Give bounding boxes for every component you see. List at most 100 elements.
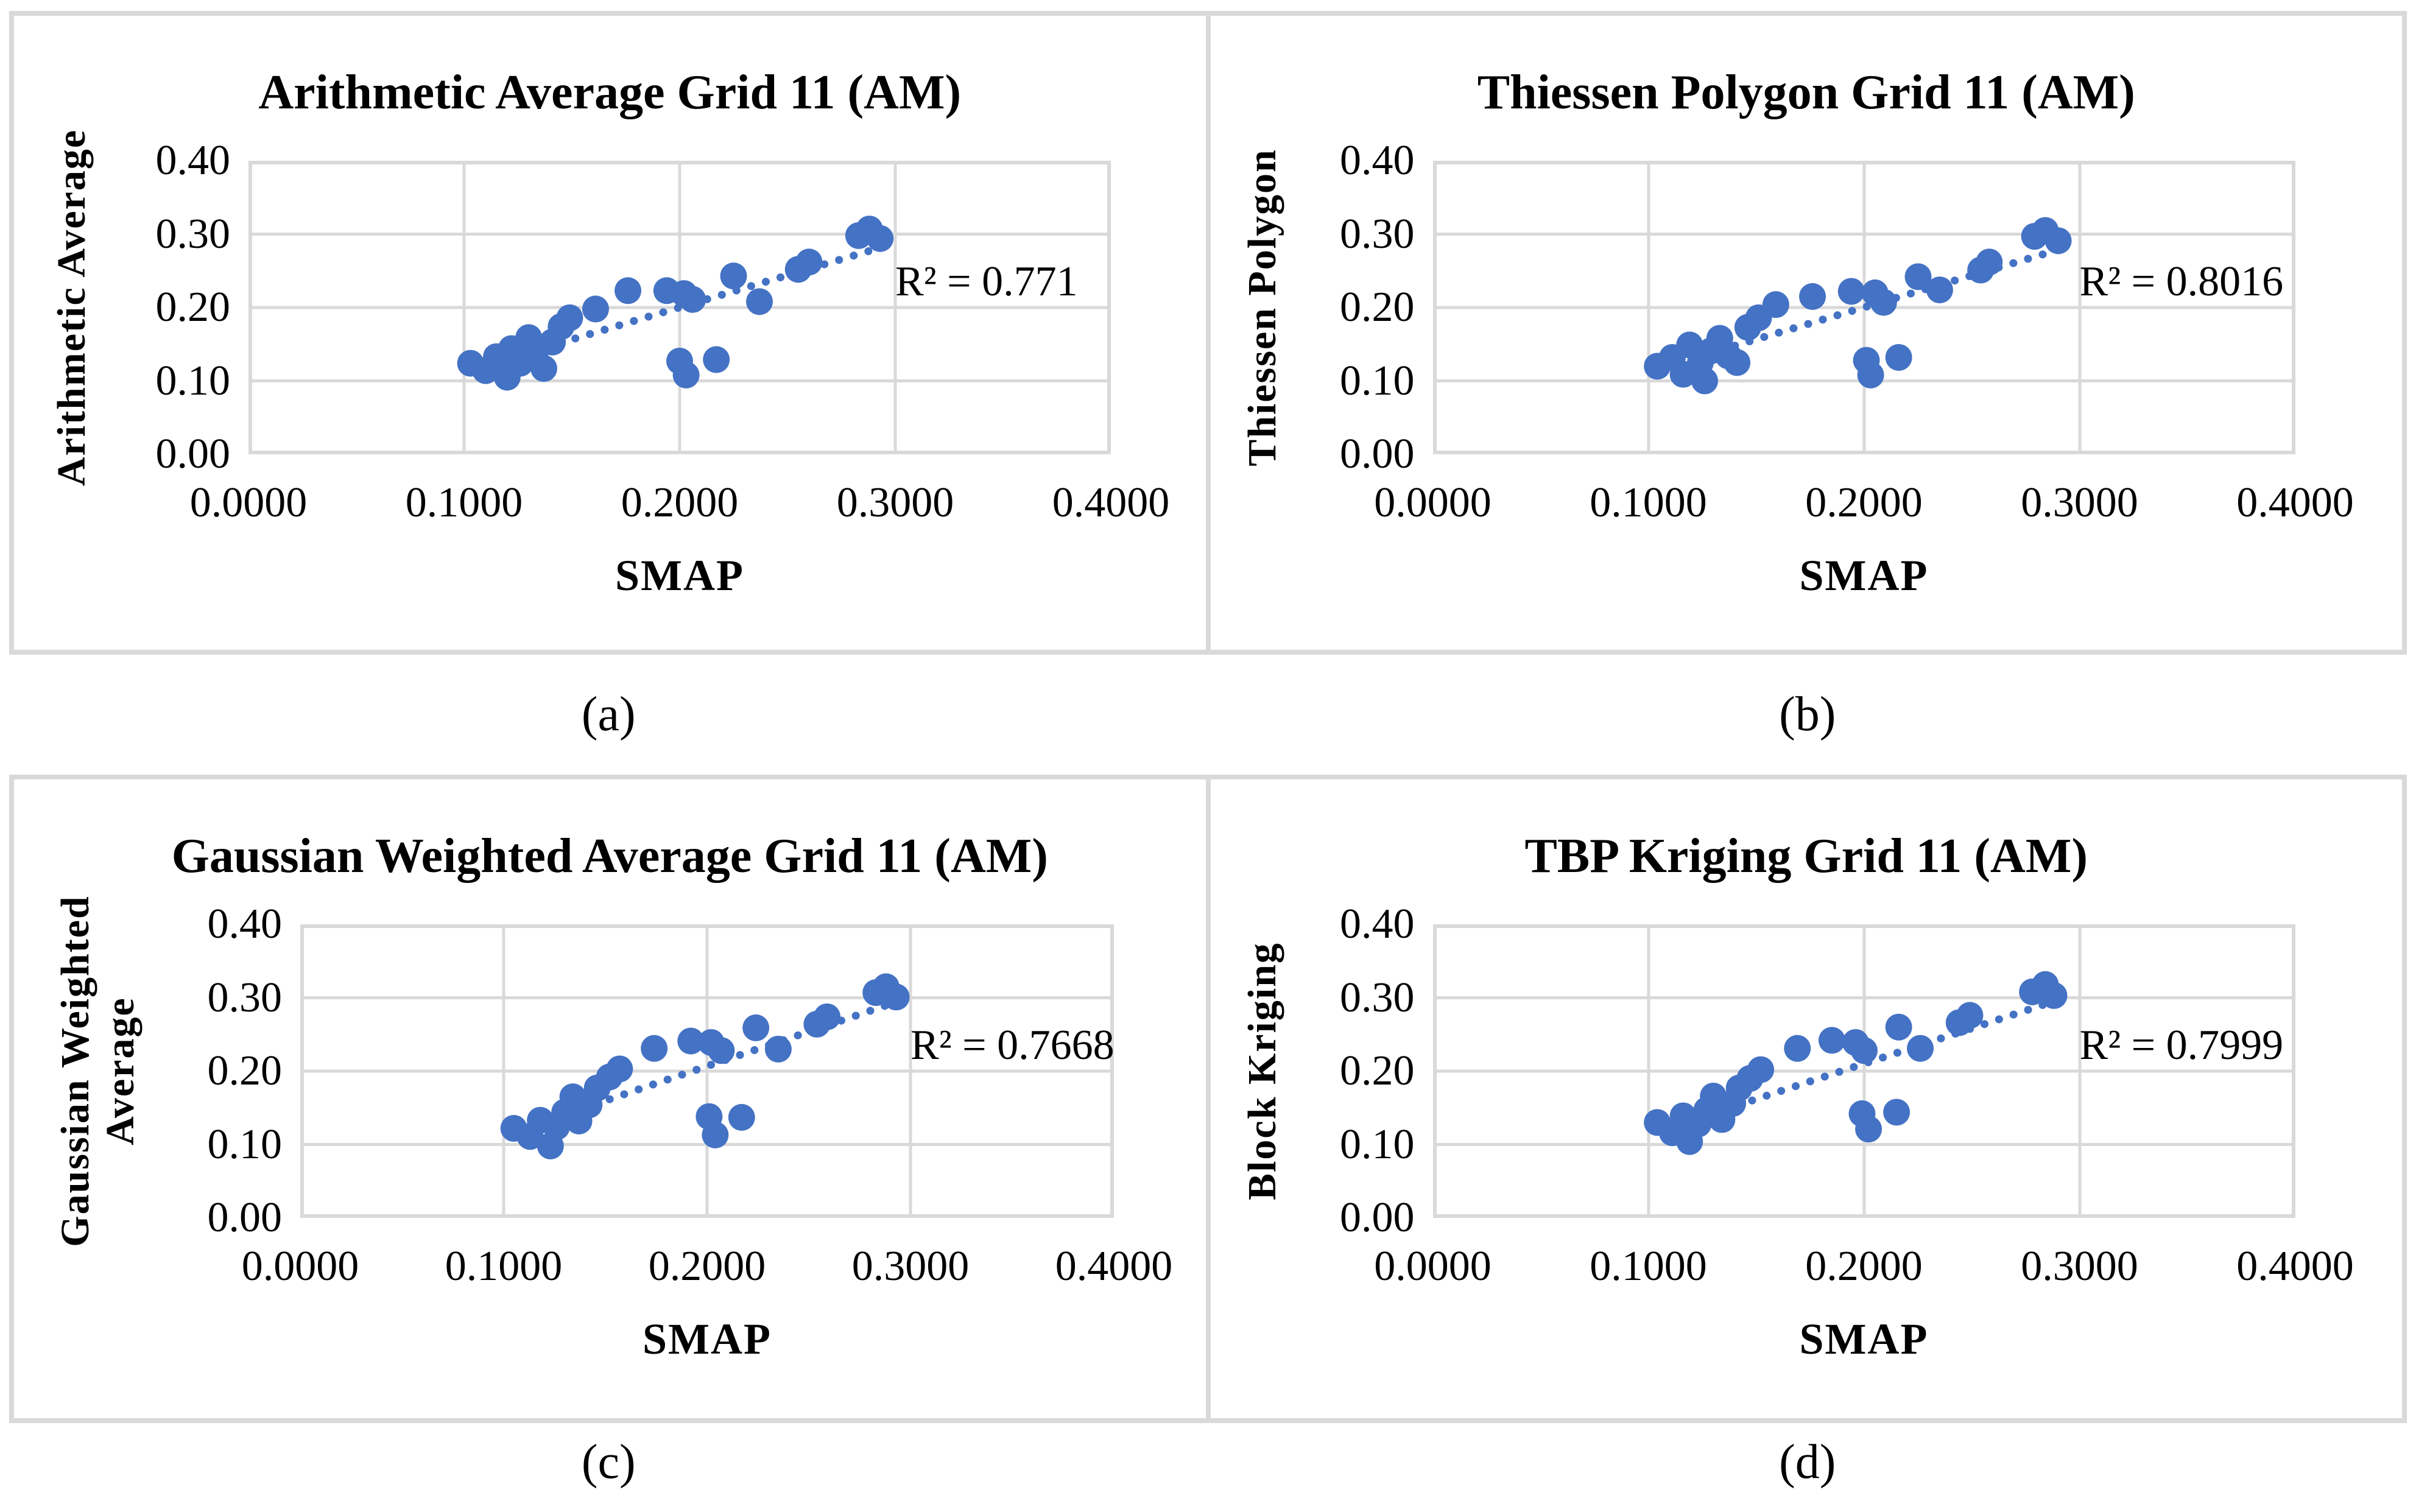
x-tick-label: 0.1000 [1590,479,1707,526]
scatter-point [720,262,747,290]
chart-title: TBP Kriging Grid 11 (AM) [1524,829,2088,883]
y-axis-title: Arithmetic Average [49,128,94,487]
y-tick-labels: 0.40 0.30 0.20 0.10 0.00 [1314,901,1433,1241]
y-tick-label: 0.40 [1340,137,1415,184]
scatter-point [2040,982,2068,1009]
y-axis-title: Gaussian Weighted Average [52,895,143,1247]
scatter-point [1857,361,1884,389]
plot-area: R² = 0.771 [248,161,1111,454]
y-tick-label: 0.10 [1340,1120,1415,1168]
x-tick-label: 0.3000 [851,1243,970,1290]
plot-area: R² = 0.8016 [1432,161,2295,454]
x-tick-label: 0.1000 [405,479,523,526]
scatter-point [1747,1056,1774,1083]
scatter-point [1837,278,1865,305]
scatter-point [703,346,730,373]
x-axis-title: SMAP [1799,551,1929,600]
scatter-point [556,304,583,331]
scatter-plot-svg [300,924,1114,1218]
chart-title: Arithmetic Average Grid 11 (AM) [258,66,962,119]
x-tick-label: 0.2000 [648,1243,766,1290]
x-tick-label: 0.4000 [2236,1243,2354,1290]
y-axis-title: Thiessen Polygon [1239,149,1284,466]
r-squared-label: R² = 0.7999 [2079,1022,2284,1069]
scatter-point [708,1037,735,1064]
y-axis-title-column: Arithmetic Average [14,129,130,486]
chart-title: Thiessen Polygon Grid 11 (AM) [1477,66,2135,119]
y-axis-title: Block Kriging [1239,942,1284,1200]
x-tick-label: 0.0000 [241,1243,359,1290]
chart-body: Thiessen Polygon 0.40 0.30 0.20 0.10 0.00 R²… [1211,137,2403,600]
plot-area: R² = 0.7999 [1432,924,2295,1218]
scatter-point [702,1121,729,1148]
caption-row-top: (a) (b) [9,655,2407,775]
x-tick-label: 0.0000 [1374,479,1492,526]
scatter-point [1854,1116,1882,1143]
y-tick-label: 0.00 [155,431,231,477]
panel-gaussian-weighted-average: Gaussian Weighted Average Grid 11 (AM) G… [9,775,1211,1423]
x-tick-label: 0.0000 [1374,1243,1492,1290]
r-squared-label: R² = 0.8016 [2079,258,2284,306]
scatter-point [1926,276,1953,304]
y-tick-label: 0.20 [155,284,231,331]
y-tick-label: 0.30 [1340,210,1415,258]
y-tick-labels: 0.40 0.30 0.20 0.10 0.00 [130,137,248,477]
scatter-point [1691,367,1718,395]
scatter-point [615,277,642,304]
y-tick-label: 0.30 [155,210,231,258]
panel-arithmetic-average: Arithmetic Average Grid 11 (AM) Arithmet… [9,11,1211,655]
x-tick-label: 0.2000 [1805,1243,1923,1290]
x-tick-label: 0.4000 [1055,1243,1173,1290]
x-axis-title: SMAP [643,1315,772,1363]
scatter-point [1723,349,1750,376]
y-tick-label: 0.00 [207,1194,283,1241]
scatter-point [1956,1002,1983,1029]
scatter-point [1783,1035,1811,1062]
y-tick-label: 0.40 [155,137,231,184]
x-tick-label: 0.4000 [1052,479,1170,526]
scatter-point [1798,283,1826,310]
scatter-point [1762,291,1789,318]
y-tick-label: 0.00 [1340,1194,1415,1241]
plot-area: R² = 0.7668 [300,924,1115,1218]
scatter-point [1818,1027,1845,1054]
caption-b: (b) [1779,687,1836,741]
x-tick-label: 0.0000 [189,479,308,526]
y-tick-label: 0.40 [207,901,283,948]
x-tick-label: 0.2000 [621,479,739,526]
y-axis-title-column: Thiessen Polygon [1211,149,1314,466]
scatter-point [679,286,706,313]
scatter-point [814,1003,841,1030]
chart-body: Gaussian Weighted Average 0.40 0.30 0.20 0.… [14,895,1206,1363]
scatter-point [530,355,557,382]
scatter-point [1882,1099,1910,1126]
caption-d: (d) [1779,1435,1836,1489]
x-axis-title: SMAP [1799,1315,1929,1363]
y-tick-label: 0.10 [207,1120,283,1168]
panel-row-bottom: Gaussian Weighted Average Grid 11 (AM) G… [9,775,2407,1423]
scatter-point [672,361,700,389]
y-tick-label: 0.20 [1340,1047,1415,1094]
scatter-plot-svg [248,161,1111,454]
scatter-point [1906,1035,1934,1062]
y-tick-label: 0.30 [1340,974,1415,1021]
scatter-point [1885,1013,1912,1041]
y-tick-label: 0.40 [1340,901,1415,948]
scatter-point [1850,1037,1878,1064]
x-tick-label: 0.1000 [445,1243,563,1290]
x-tick-label: 0.3000 [2021,1243,2138,1290]
scatter-point [882,983,910,1011]
y-tick-label: 0.20 [1340,284,1415,331]
plot-wrap: R² = 0.8016 0.0000 0.1000 0.2000 0.3000 0.40… [1374,161,2354,600]
figure: Arithmetic Average Grid 11 (AM) Arithmet… [9,11,2407,1501]
chart-body: Arithmetic Average 0.40 0.30 0.20 0.10 0.00 … [14,129,1206,600]
y-tick-label: 0.10 [1340,357,1415,404]
y-tick-labels: 0.40 0.30 0.20 0.10 0.00 [1314,137,1433,477]
caption-a: (a) [581,687,636,741]
x-tick-label: 0.4000 [2236,479,2354,526]
y-tick-label: 0.10 [155,357,231,404]
scatter-plot-svg [1432,161,2295,454]
scatter-point [677,1027,705,1055]
caption-c: (c) [581,1435,636,1489]
scatter-point [742,1014,770,1041]
